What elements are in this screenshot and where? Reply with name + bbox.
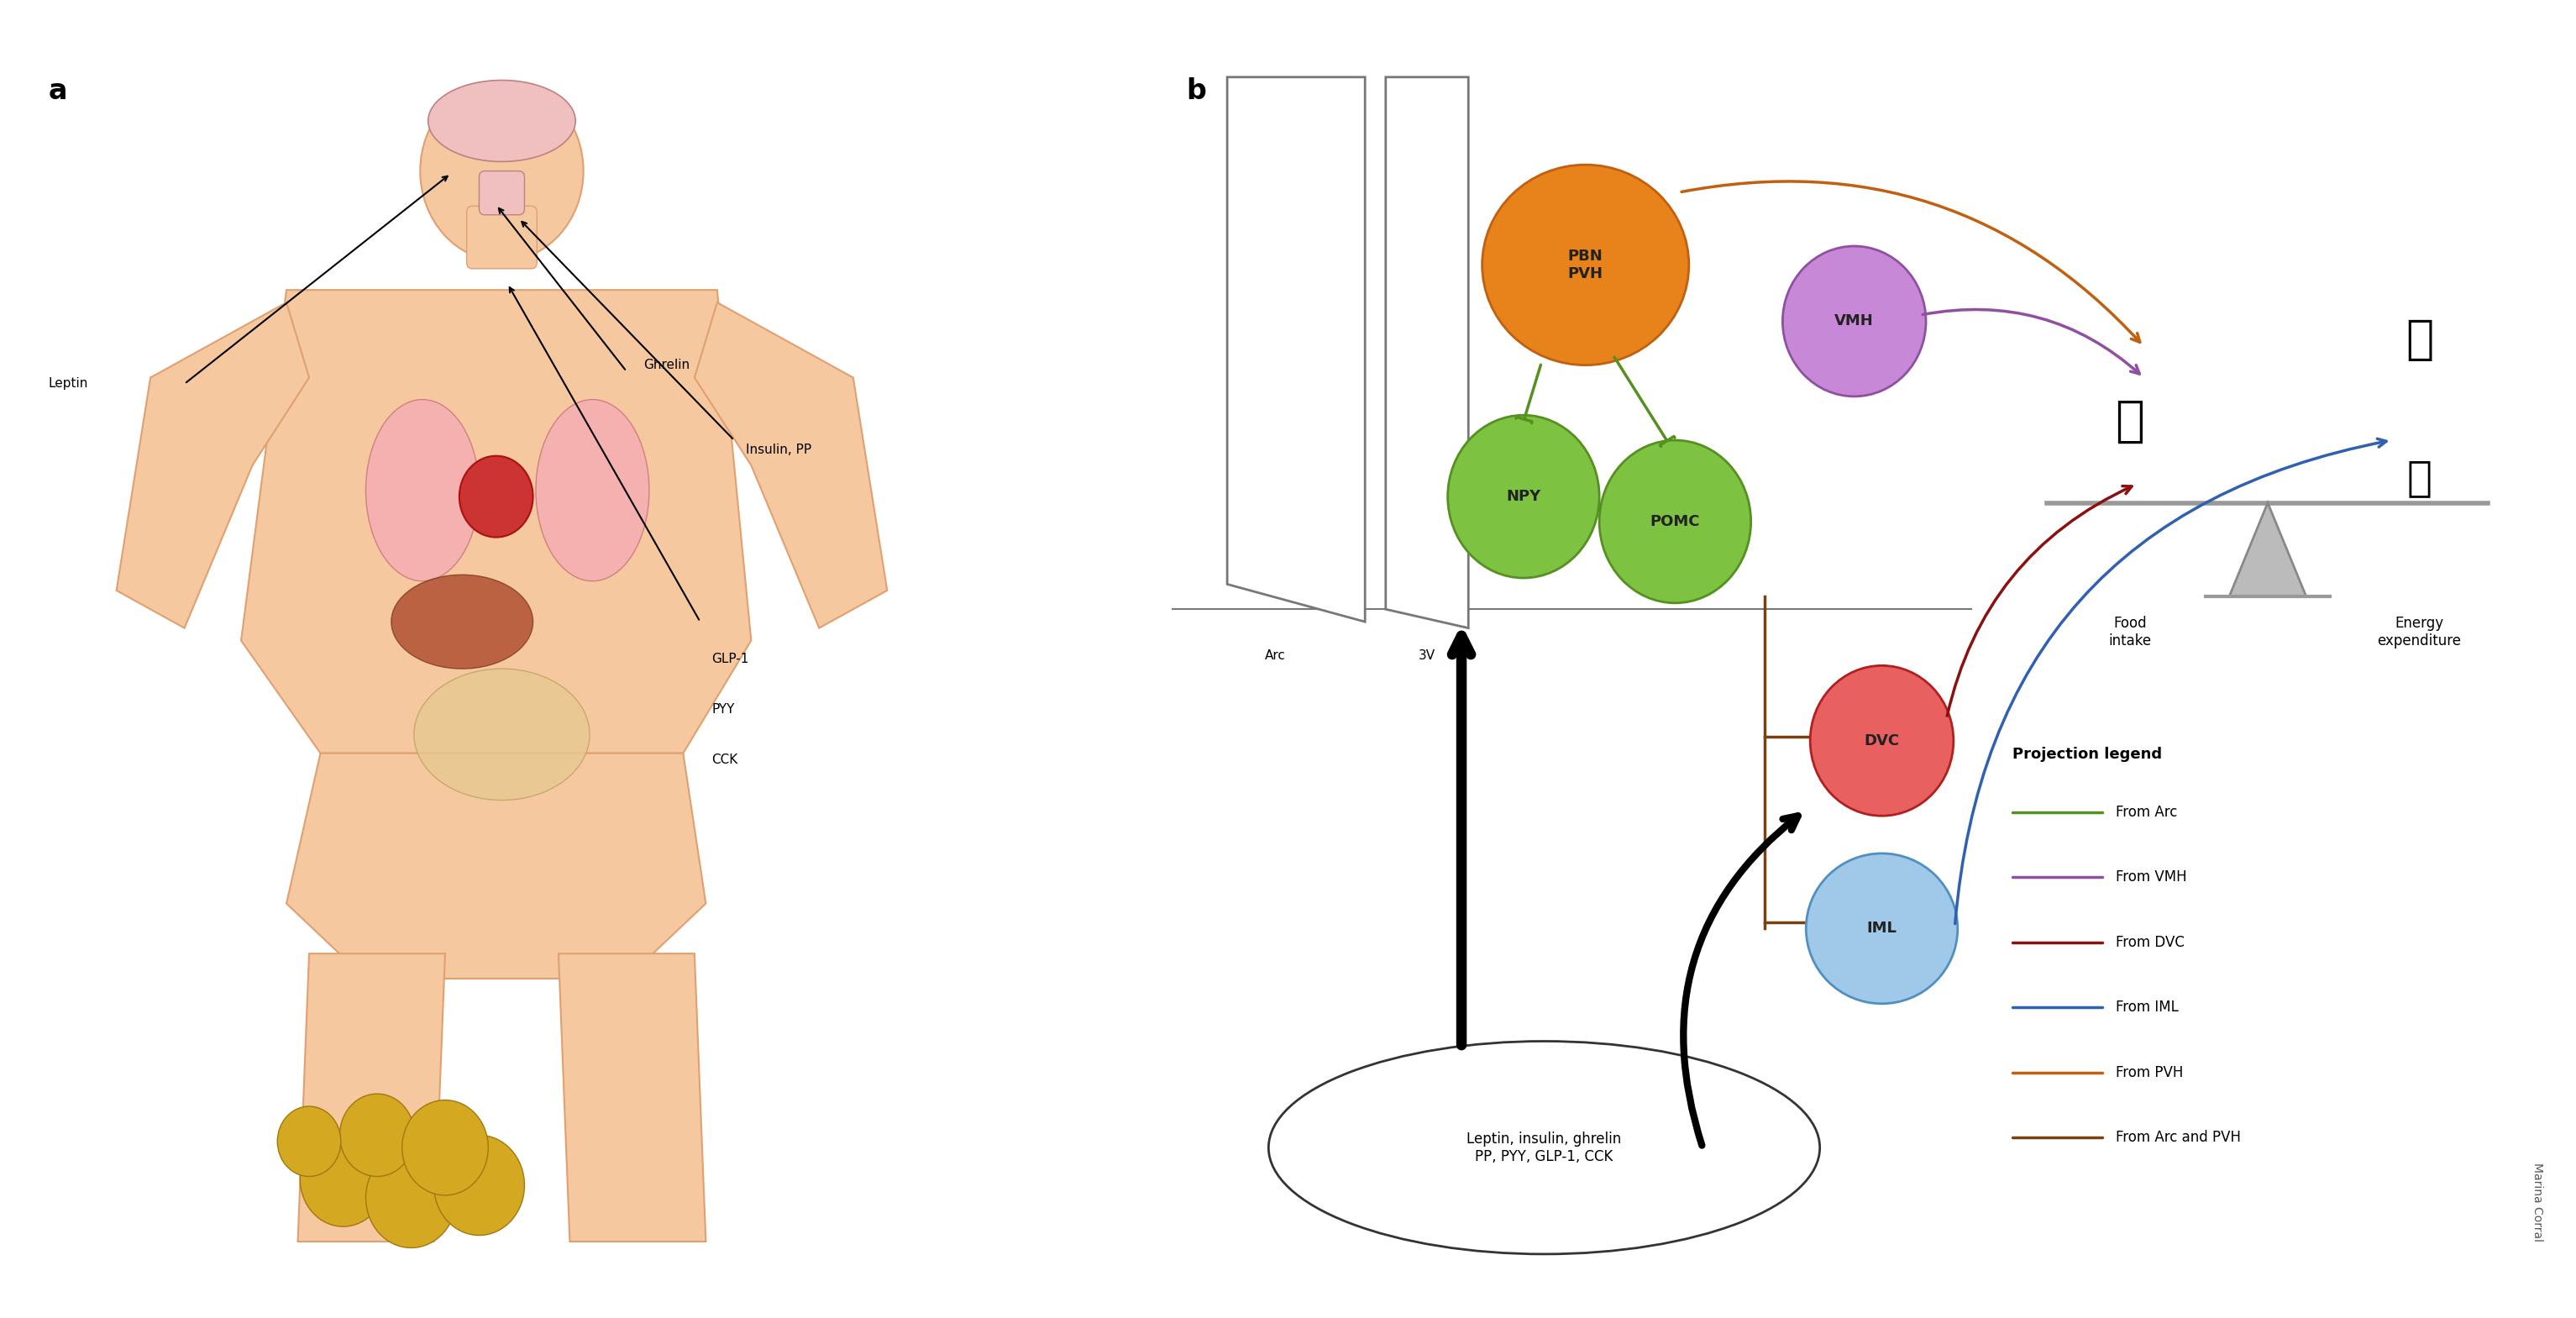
- Polygon shape: [299, 954, 446, 1242]
- Text: DVC: DVC: [1865, 733, 1899, 749]
- FancyArrowPatch shape: [1682, 182, 2141, 343]
- Text: b: b: [1185, 76, 1206, 105]
- Text: From VMH: From VMH: [2115, 870, 2187, 884]
- Text: a: a: [49, 76, 67, 105]
- Text: IML: IML: [1868, 921, 1896, 936]
- Ellipse shape: [428, 80, 574, 162]
- FancyBboxPatch shape: [466, 206, 536, 269]
- Text: 3V: 3V: [1419, 650, 1435, 662]
- Circle shape: [278, 1106, 340, 1177]
- Text: Ghrelin: Ghrelin: [644, 358, 690, 372]
- Text: PBN
PVH: PBN PVH: [1569, 249, 1602, 281]
- Ellipse shape: [1267, 1041, 1819, 1255]
- Polygon shape: [1226, 76, 1365, 622]
- Circle shape: [366, 1148, 456, 1248]
- Ellipse shape: [415, 668, 590, 800]
- Text: From PVH: From PVH: [2115, 1065, 2184, 1079]
- Ellipse shape: [1783, 246, 1927, 397]
- Circle shape: [402, 1101, 489, 1195]
- FancyArrowPatch shape: [1685, 816, 1798, 1145]
- Text: 🍔: 🍔: [2115, 398, 2146, 445]
- Text: PYY: PYY: [711, 704, 734, 716]
- Polygon shape: [1386, 76, 1468, 629]
- Text: CCK: CCK: [711, 754, 737, 766]
- Polygon shape: [2228, 503, 2306, 597]
- Ellipse shape: [536, 399, 649, 581]
- Ellipse shape: [1811, 666, 1953, 816]
- Text: Energy
expenditure: Energy expenditure: [2378, 616, 2460, 648]
- Text: Leptin, insulin, ghrelin
PP, PYY, GLP-1, CCK: Leptin, insulin, ghrelin PP, PYY, GLP-1,…: [1466, 1131, 1620, 1164]
- Text: 🪵: 🪵: [2406, 457, 2432, 498]
- Circle shape: [340, 1094, 415, 1177]
- Circle shape: [420, 80, 582, 261]
- Polygon shape: [559, 954, 706, 1242]
- Text: GLP-1: GLP-1: [711, 654, 750, 666]
- Ellipse shape: [1481, 165, 1690, 365]
- FancyArrowPatch shape: [1922, 310, 2141, 374]
- FancyArrowPatch shape: [1947, 486, 2133, 716]
- Text: Marina Corral: Marina Corral: [2532, 1162, 2543, 1242]
- Polygon shape: [116, 302, 309, 629]
- Text: Insulin, PP: Insulin, PP: [744, 444, 811, 456]
- Text: POMC: POMC: [1651, 514, 1700, 529]
- Text: Leptin: Leptin: [49, 377, 88, 390]
- Circle shape: [433, 1135, 526, 1235]
- Polygon shape: [696, 302, 886, 629]
- Ellipse shape: [459, 456, 533, 538]
- Ellipse shape: [366, 399, 479, 581]
- Text: From IML: From IML: [2115, 1000, 2179, 1015]
- Text: VMH: VMH: [1834, 314, 1873, 328]
- Circle shape: [299, 1131, 386, 1227]
- FancyArrowPatch shape: [1955, 439, 2385, 924]
- FancyBboxPatch shape: [479, 171, 526, 215]
- Text: From Arc and PVH: From Arc and PVH: [2115, 1130, 2241, 1145]
- Text: From Arc: From Arc: [2115, 804, 2177, 820]
- Ellipse shape: [1600, 440, 1752, 604]
- Ellipse shape: [1806, 854, 1958, 1004]
- Text: Projection legend: Projection legend: [2012, 747, 2161, 762]
- Text: Food
intake: Food intake: [2107, 616, 2151, 648]
- Text: Arc: Arc: [1265, 650, 1285, 662]
- Text: From DVC: From DVC: [2115, 934, 2184, 950]
- Text: NPY: NPY: [1507, 489, 1540, 503]
- Ellipse shape: [392, 575, 533, 668]
- Polygon shape: [242, 290, 752, 754]
- Text: 🔥: 🔥: [2406, 318, 2434, 362]
- Ellipse shape: [1448, 415, 1600, 579]
- Polygon shape: [286, 754, 706, 978]
